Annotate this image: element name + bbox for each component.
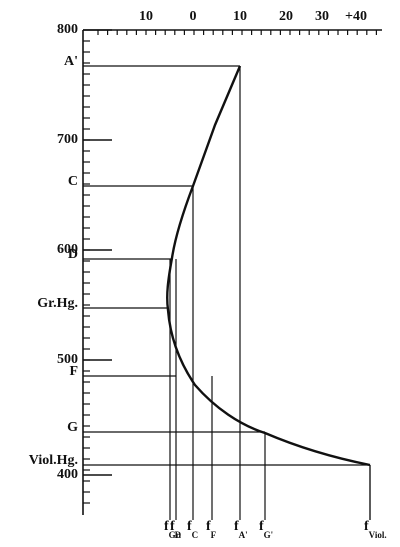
bottom-label: fF	[206, 519, 217, 540]
f-symbol: f	[164, 519, 169, 534]
level-label: D	[68, 247, 78, 262]
y-label: 700	[57, 132, 78, 147]
f-subscript: Viol.	[369, 530, 387, 540]
f-symbol: f	[170, 519, 175, 534]
top-label: 20	[279, 9, 293, 24]
level-label: F	[69, 364, 78, 379]
f-subscript: G'	[264, 530, 274, 540]
top-label: 0	[190, 9, 197, 24]
bottom-label: fA'	[234, 519, 248, 540]
bottom-label: fGr.	[164, 519, 181, 540]
level-label: G	[67, 420, 78, 435]
f-symbol: f	[187, 519, 192, 534]
f-subscript: C	[192, 530, 199, 540]
y-label: 800	[57, 22, 78, 37]
f-symbol: f	[259, 519, 264, 534]
f-subscript: F	[211, 530, 217, 540]
y-label: 400	[57, 467, 78, 482]
f-subscript: D	[175, 530, 182, 540]
bottom-label: fViol.	[364, 519, 387, 540]
f-subscript: A'	[239, 530, 248, 540]
y-label: 500	[57, 352, 78, 367]
level-label: Viol.Hg.	[29, 453, 78, 468]
bottom-label: fG'	[259, 519, 273, 540]
bottom-label: fD	[170, 519, 182, 540]
f-symbol: f	[364, 519, 369, 534]
f-symbol: f	[206, 519, 211, 534]
f-subscript: Gr.	[169, 530, 181, 540]
f-symbol: f	[234, 519, 239, 534]
y-label: 600	[57, 242, 78, 257]
bottom-label: fC	[187, 519, 198, 540]
top-label: +40	[345, 9, 367, 24]
top-label: 30	[315, 9, 329, 24]
top-label: 10	[139, 9, 153, 24]
level-label: A'	[64, 54, 78, 69]
top-label: 10	[233, 9, 247, 24]
level-label: Gr.Hg.	[37, 296, 78, 311]
level-label: C	[68, 174, 78, 189]
dispersion-curve	[166, 65, 371, 467]
